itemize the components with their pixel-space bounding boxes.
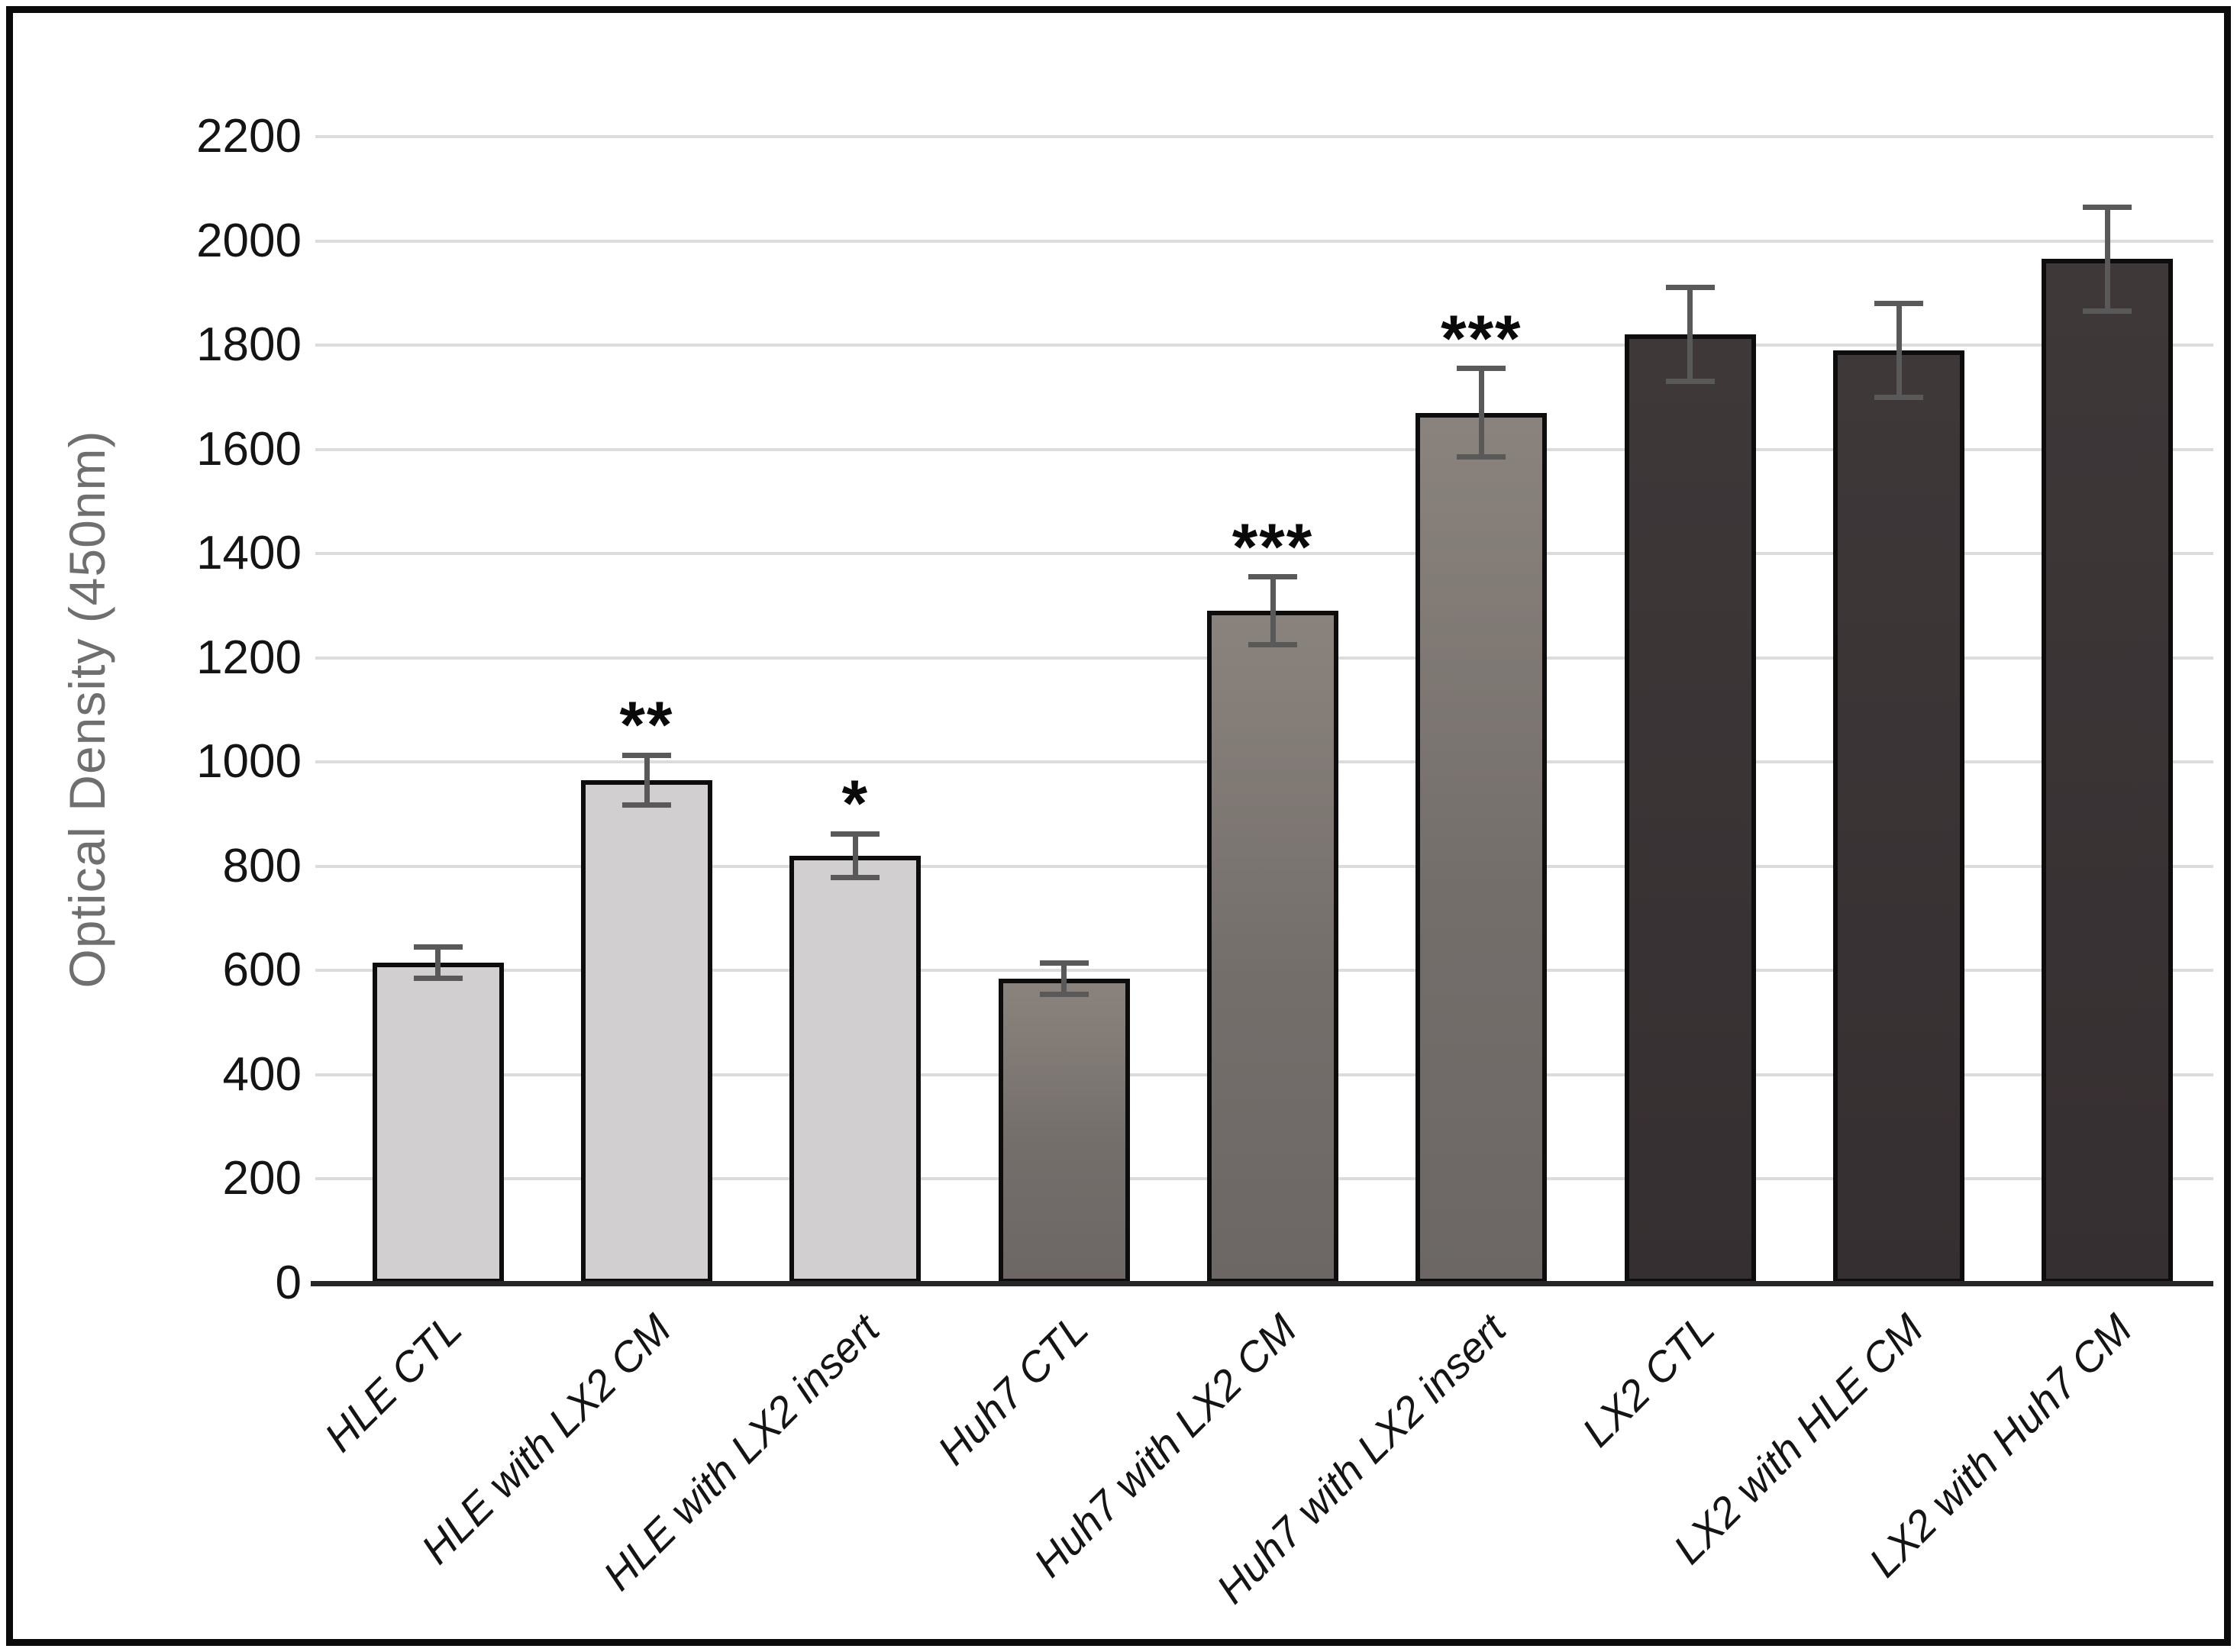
significance-marker: **	[619, 689, 674, 763]
y-tick-label-0: 0	[275, 1257, 302, 1309]
error-bar-cap	[2083, 204, 2132, 210]
bar-chart-plot-area: Optical Density (450nm) 0 200 400 600 800 100…	[13, 13, 2224, 1639]
y-tick-label-1800: 1800	[196, 318, 302, 372]
y-tick-label-1000: 1000	[196, 735, 302, 789]
error-bar	[1687, 287, 1693, 382]
y-tick-label-200: 200	[222, 1152, 302, 1205]
error-bar-cap	[831, 831, 880, 837]
error-bar	[1478, 368, 1484, 457]
significance-marker: ***	[1441, 302, 1522, 376]
y-tick-label-2000: 2000	[196, 214, 302, 267]
bar-lx2-ctl	[1624, 334, 1756, 1283]
x-category-label: LX2 CTL	[1572, 1305, 1724, 1456]
error-bar-cap	[831, 875, 880, 881]
error-bar-cap	[413, 944, 463, 950]
y-tick-label-1400: 1400	[196, 527, 302, 580]
gridline-2000	[315, 239, 2213, 243]
error-bar-cap	[622, 752, 671, 758]
y-tick-label-800: 800	[222, 839, 302, 892]
gridline-1600	[315, 447, 2213, 451]
error-bar-cap	[413, 976, 463, 982]
error-bar-cap	[1665, 379, 1715, 385]
error-bar-cap	[1665, 285, 1715, 291]
error-bar	[435, 947, 441, 979]
error-bar	[644, 755, 650, 805]
error-bar-cap	[1039, 991, 1089, 997]
bar-huh7-with-lx2-cm	[1207, 611, 1338, 1283]
gridline-2200	[315, 135, 2213, 138]
error-bar-cap	[1457, 366, 1506, 372]
figure-border: Optical Density (450nm) 0 200 400 600 800 100…	[6, 6, 2231, 1646]
y-tick-label-1200: 1200	[196, 631, 302, 684]
bar-hle-ctl	[372, 963, 504, 1283]
error-bar-cap	[1874, 300, 1923, 306]
error-bar-cap	[1457, 454, 1506, 460]
error-bar	[2104, 207, 2110, 311]
significance-marker: *	[841, 767, 870, 841]
error-bar-cap	[622, 802, 671, 808]
significance-marker: ***	[1231, 510, 1314, 584]
bar-hle-with-lx2-cm	[581, 780, 712, 1283]
error-bar-cap	[1248, 574, 1297, 580]
error-bar	[852, 834, 858, 878]
bar-lx2-with-hle-cm	[1833, 350, 1964, 1283]
error-bar	[1896, 303, 1902, 398]
x-category-label: Huh7 CTL	[928, 1305, 1098, 1474]
bar-huh7-with-lx2-insert	[1415, 412, 1548, 1283]
bar-lx2-with-huh7-cm	[2042, 259, 2174, 1283]
y-tick-label-2200: 2200	[196, 110, 302, 163]
error-bar-cap	[1874, 394, 1923, 400]
x-category-label: HLE CTL	[315, 1305, 472, 1461]
error-bar	[1270, 576, 1276, 645]
bar-hle-with-lx2-insert	[789, 856, 922, 1283]
bar-huh7-ctl	[998, 978, 1130, 1283]
y-tick-label-600: 600	[222, 944, 302, 997]
x-axis-baseline	[311, 1281, 2213, 1286]
error-bar-cap	[2083, 308, 2132, 315]
error-bar-cap	[1039, 960, 1089, 966]
y-axis-title: Optical Density (450nm)	[59, 430, 115, 989]
y-tick-label-400: 400	[222, 1047, 302, 1101]
y-tick-label-1600: 1600	[196, 422, 302, 476]
gridline-1800	[315, 344, 2213, 347]
error-bar	[1061, 963, 1067, 995]
error-bar-cap	[1248, 642, 1297, 648]
gridline-1400	[315, 552, 2213, 556]
